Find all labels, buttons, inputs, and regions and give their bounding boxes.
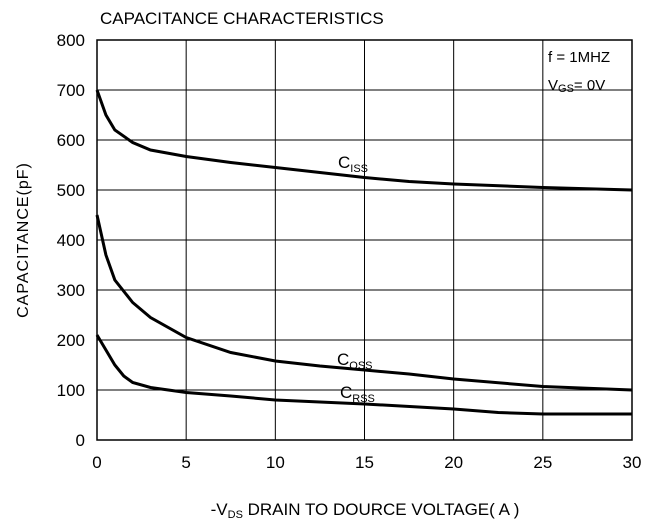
y-axis-label: CAPACITANCE(pF) xyxy=(15,162,32,318)
series-label-sub: RSS xyxy=(352,393,375,405)
x-tick-label: 20 xyxy=(444,453,463,472)
series-label-main: C xyxy=(338,153,350,172)
x-tick-label: 25 xyxy=(533,453,552,472)
x-tick-label: 30 xyxy=(623,453,642,472)
series-label-main: C xyxy=(340,383,352,402)
x-tick-label: 5 xyxy=(181,453,190,472)
chart-title: CAPACITANCE CHARACTERISTICS xyxy=(100,9,384,28)
series-line xyxy=(95,334,632,416)
y-tick-label: 500 xyxy=(57,181,85,200)
annotation-sub: GS xyxy=(558,83,574,95)
annotation: f = 1MHZ xyxy=(548,49,610,66)
series-label: COSS xyxy=(337,350,373,372)
series-label: CISS xyxy=(338,153,368,175)
x-label-sub: DS xyxy=(228,509,243,521)
x-label-part: -V xyxy=(211,500,229,519)
x-axis-label: -VDS DRAIN TO DOURCE VOLTAGE( A ) xyxy=(211,500,520,521)
x-label-part: DRAIN TO DOURCE VOLTAGE( A ) xyxy=(243,500,519,519)
y-tick-label: 800 xyxy=(57,31,85,50)
series-line xyxy=(95,214,633,392)
y-tick-label: 0 xyxy=(76,431,85,450)
series-label-sub: ISS xyxy=(350,163,368,175)
x-tick-label: 0 xyxy=(92,453,101,472)
series-line xyxy=(95,89,633,192)
annotation-part: = 0V xyxy=(574,77,605,94)
series-label: CRSS xyxy=(340,383,375,405)
plot-frame xyxy=(96,39,633,441)
annotation: VGS= 0V xyxy=(548,77,605,95)
y-tick-label: 300 xyxy=(57,281,85,300)
y-tick-label: 100 xyxy=(57,381,85,400)
y-tick-label: 400 xyxy=(57,231,85,250)
x-tick-label: 15 xyxy=(355,453,374,472)
y-tick-label: 600 xyxy=(57,131,85,150)
series-label-sub: OSS xyxy=(349,360,372,372)
series-label-main: C xyxy=(337,350,349,369)
x-tick-label: 10 xyxy=(266,453,285,472)
y-tick-label: 200 xyxy=(57,331,85,350)
annotation-part: V xyxy=(548,77,558,94)
annotation-part: f = 1MHZ xyxy=(548,49,610,66)
y-tick-label: 700 xyxy=(57,81,85,100)
